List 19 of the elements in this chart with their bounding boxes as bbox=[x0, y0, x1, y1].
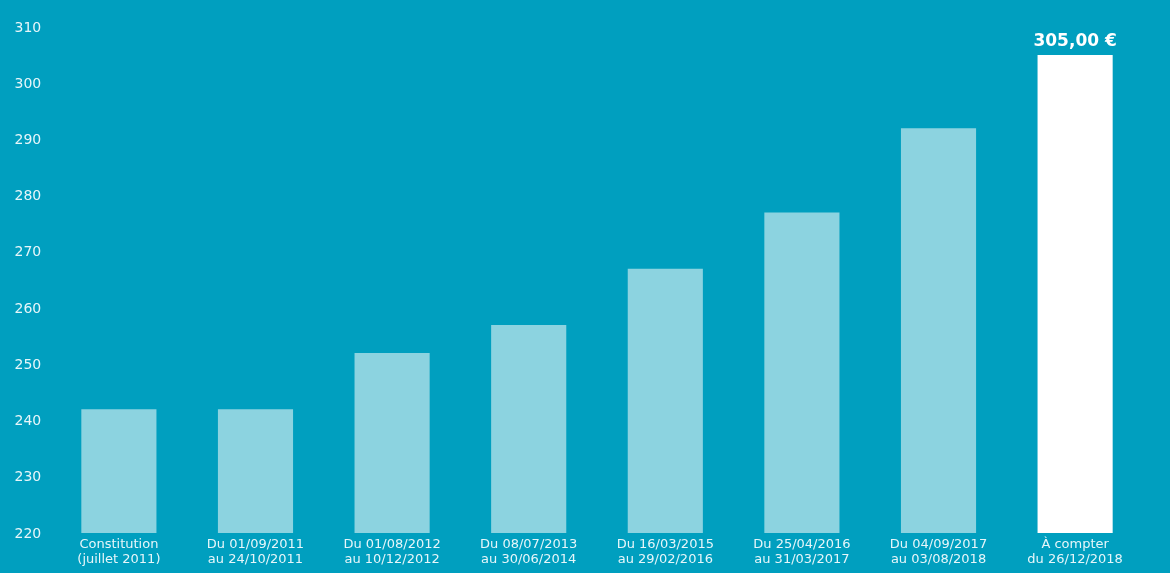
y-tick-label: 300 bbox=[14, 74, 42, 91]
y-tick-label: 310 bbox=[14, 18, 42, 35]
x-tick-label: Du 25/04/2016 au 31/03/2017 bbox=[753, 535, 851, 566]
x-tick-label: Du 01/08/2012 au 10/12/2012 bbox=[343, 535, 441, 566]
y-tick-label: 230 bbox=[14, 468, 42, 485]
y-tick-label: 260 bbox=[14, 299, 42, 316]
x-tick-label: Constitution (juillet 2011) bbox=[77, 535, 161, 566]
x-tick-label: Du 08/07/2013 au 30/06/2014 bbox=[480, 535, 578, 566]
y-tick-label: 290 bbox=[14, 130, 42, 147]
y-tick-label: 280 bbox=[14, 187, 42, 204]
y-tick-label: 240 bbox=[14, 412, 42, 429]
x-tick-label: Du 16/03/2015 au 29/02/2016 bbox=[616, 535, 714, 566]
x-tick-label: Du 01/09/2011 au 24/10/2011 bbox=[206, 535, 305, 566]
y-tick-label: 250 bbox=[14, 355, 42, 372]
x-tick-label: Du 04/09/2017 au 03/08/2018 bbox=[889, 535, 988, 566]
y-tick-label: 220 bbox=[14, 524, 42, 541]
x-tick-label: À compter du 26/12/2018 bbox=[1027, 535, 1123, 566]
y-tick-label: 270 bbox=[14, 243, 42, 260]
data-label: 305,00 € bbox=[1033, 30, 1117, 51]
